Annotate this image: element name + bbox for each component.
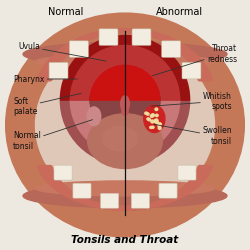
Ellipse shape: [147, 118, 150, 120]
Ellipse shape: [23, 184, 227, 208]
Ellipse shape: [150, 115, 153, 117]
Text: Normal: Normal: [48, 7, 83, 17]
Ellipse shape: [144, 105, 165, 132]
FancyBboxPatch shape: [99, 29, 118, 45]
Ellipse shape: [148, 118, 150, 121]
FancyBboxPatch shape: [159, 183, 177, 198]
Text: Abnormal: Abnormal: [156, 7, 203, 17]
Ellipse shape: [36, 181, 214, 196]
Text: Soft
palate: Soft palate: [13, 93, 81, 116]
Ellipse shape: [121, 96, 129, 112]
Ellipse shape: [145, 112, 148, 114]
Text: Uvula: Uvula: [18, 42, 106, 61]
Text: Whitish
spots: Whitish spots: [152, 92, 232, 111]
Ellipse shape: [150, 126, 152, 128]
Ellipse shape: [151, 114, 154, 117]
Text: Tonsils and Throat: Tonsils and Throat: [72, 235, 178, 245]
Ellipse shape: [87, 107, 101, 126]
Text: Swollen
tonsil: Swollen tonsil: [154, 124, 232, 146]
Ellipse shape: [90, 70, 160, 130]
Ellipse shape: [158, 127, 161, 130]
Ellipse shape: [152, 126, 154, 128]
Text: Normal
tonsil: Normal tonsil: [13, 120, 92, 151]
FancyBboxPatch shape: [49, 62, 68, 79]
Ellipse shape: [122, 109, 128, 115]
Ellipse shape: [36, 54, 214, 69]
Wedge shape: [70, 46, 180, 100]
Ellipse shape: [23, 42, 227, 66]
Ellipse shape: [6, 13, 244, 237]
Ellipse shape: [103, 126, 138, 151]
Ellipse shape: [156, 114, 158, 117]
Ellipse shape: [155, 108, 158, 110]
FancyBboxPatch shape: [54, 165, 72, 180]
Wedge shape: [60, 36, 190, 100]
Ellipse shape: [36, 43, 214, 207]
Wedge shape: [90, 65, 160, 100]
Text: Pharynx: Pharynx: [13, 74, 78, 84]
FancyBboxPatch shape: [162, 41, 180, 57]
Ellipse shape: [158, 123, 161, 126]
Text: Throat
redness: Throat redness: [152, 44, 237, 76]
FancyBboxPatch shape: [178, 165, 196, 180]
Wedge shape: [60, 100, 190, 165]
Ellipse shape: [146, 113, 149, 115]
Wedge shape: [90, 100, 160, 135]
Wedge shape: [70, 100, 180, 155]
Ellipse shape: [154, 120, 157, 122]
Ellipse shape: [158, 125, 161, 127]
Ellipse shape: [155, 119, 158, 122]
Ellipse shape: [88, 114, 162, 168]
Ellipse shape: [158, 123, 162, 126]
Ellipse shape: [151, 120, 154, 123]
FancyBboxPatch shape: [70, 41, 88, 57]
FancyBboxPatch shape: [100, 193, 119, 208]
FancyBboxPatch shape: [131, 193, 150, 208]
FancyBboxPatch shape: [132, 29, 151, 45]
Ellipse shape: [156, 121, 158, 124]
FancyBboxPatch shape: [73, 183, 91, 198]
FancyBboxPatch shape: [182, 62, 201, 79]
